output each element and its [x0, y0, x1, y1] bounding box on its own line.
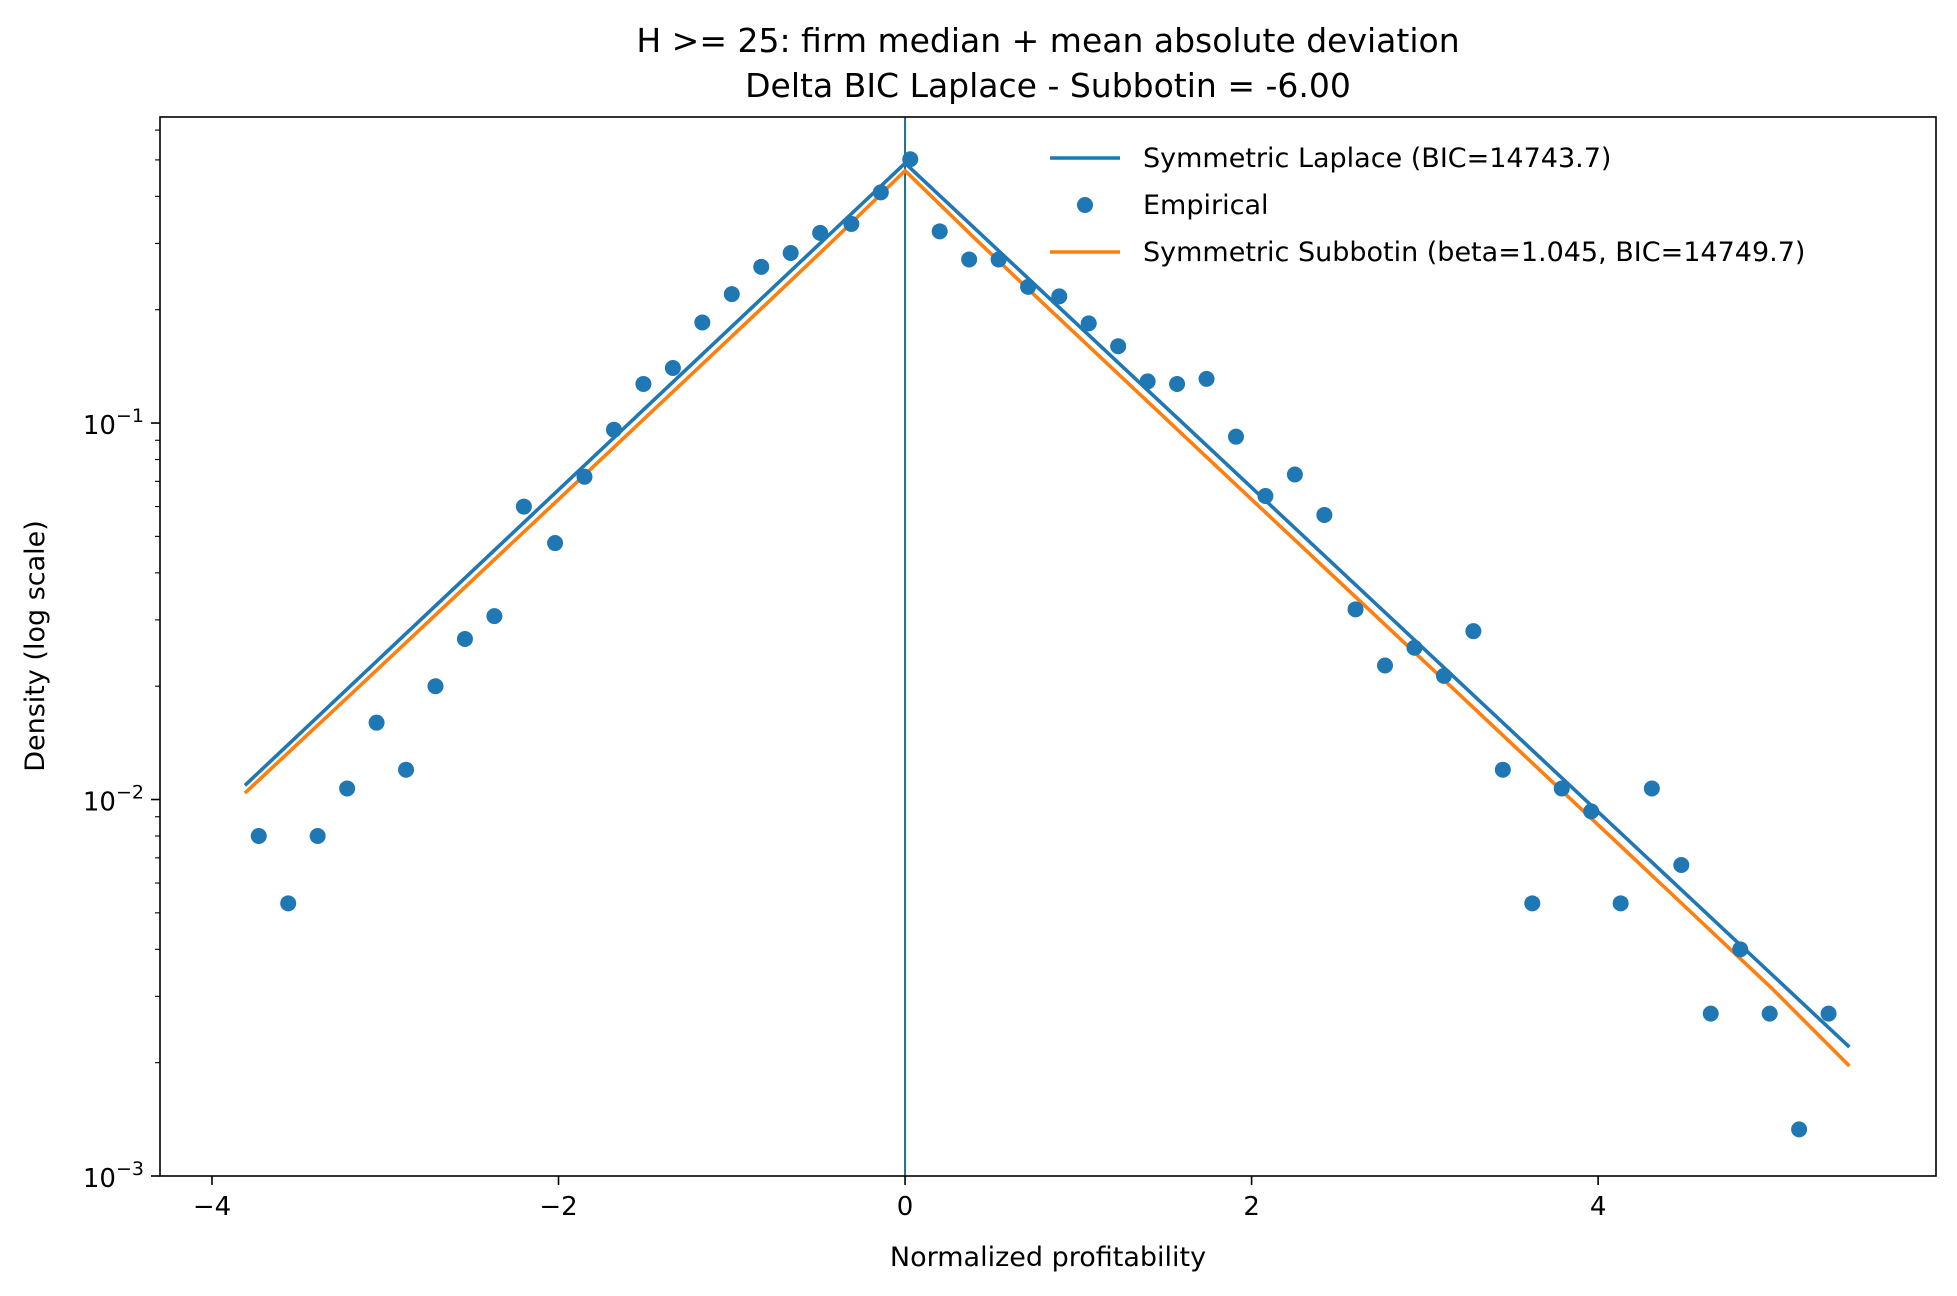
data-point [843, 215, 860, 232]
data-point [1139, 373, 1156, 390]
data-point [1169, 375, 1186, 392]
data-point [1524, 895, 1541, 912]
legend-marker [1077, 197, 1093, 213]
data-point [576, 468, 593, 485]
data-point [723, 286, 740, 303]
chart-subtitle: Delta BIC Laplace - Subbotin = -6.00 [745, 66, 1351, 105]
data-point [398, 761, 415, 778]
y-tick-label: 10−2 [83, 782, 144, 818]
legend-label: Symmetric Subbotin (beta=1.045, BIC=1474… [1143, 237, 1805, 268]
legend-label: Empirical [1143, 190, 1269, 221]
data-point [1198, 370, 1215, 387]
data-point [1791, 1121, 1808, 1138]
x-axis-label: Normalized profitability [890, 1242, 1206, 1273]
data-point [1110, 338, 1127, 355]
data-point [961, 251, 978, 268]
data-point [1377, 657, 1394, 674]
data-point [1612, 895, 1629, 912]
plot-area [243, 117, 1851, 1176]
y-axis-label: Density (log scale) [20, 520, 51, 772]
y-tick-label: 10−3 [83, 1158, 144, 1194]
data-point [753, 258, 770, 275]
data-point [309, 828, 326, 845]
data-point [1080, 315, 1097, 332]
data-point [1435, 667, 1452, 684]
data-point [1643, 780, 1660, 797]
data-point [1051, 288, 1068, 305]
data-point [280, 895, 297, 912]
data-point [902, 151, 919, 168]
data-point [1702, 1005, 1719, 1022]
legend: Symmetric Laplace (BIC=14743.7) Empirical… [1050, 143, 1805, 268]
data-point [635, 375, 652, 392]
data-point [1820, 1005, 1837, 1022]
data-point [1465, 623, 1482, 640]
data-point [694, 314, 711, 331]
data-point [1673, 857, 1690, 874]
x-tick-label: −2 [539, 1192, 577, 1222]
x-axis: −4 −2 0 2 4 [193, 1176, 1607, 1222]
data-point [1257, 488, 1274, 505]
data-point [931, 223, 948, 240]
data-point [1583, 803, 1600, 820]
data-point [812, 224, 829, 241]
data-point [368, 714, 385, 731]
data-point [250, 828, 267, 845]
data-point [1732, 941, 1749, 958]
x-tick-label: 2 [1243, 1192, 1260, 1222]
data-point [1286, 466, 1303, 483]
data-point [515, 498, 532, 515]
data-point [1227, 428, 1244, 445]
data-point [547, 535, 564, 552]
data-point [339, 780, 356, 797]
data-point [872, 184, 889, 201]
data-point [664, 360, 681, 377]
data-point [1316, 506, 1333, 523]
series-line [243, 168, 1851, 1068]
data-point [1020, 278, 1037, 295]
data-point [1553, 780, 1570, 797]
data-point [427, 678, 444, 695]
x-tick-label: 0 [897, 1192, 914, 1222]
data-point [605, 421, 622, 438]
data-point [990, 251, 1007, 268]
legend-label: Symmetric Laplace (BIC=14743.7) [1143, 143, 1611, 174]
y-tick-label: 10−1 [83, 405, 144, 441]
x-tick-label: −4 [193, 1192, 231, 1222]
data-point [1494, 761, 1511, 778]
x-tick-label: 4 [1590, 1192, 1607, 1222]
data-point [782, 244, 799, 261]
plot-frame [159, 116, 1937, 1177]
chart-title: H >= 25: firm median + mean absolute dev… [636, 21, 1459, 60]
data-point [486, 608, 503, 625]
y-axis: 10−1 10−2 10−3 [83, 129, 160, 1194]
data-point [1406, 639, 1423, 656]
data-point [456, 630, 473, 647]
data-point [1347, 601, 1364, 618]
data-point [1761, 1005, 1778, 1022]
